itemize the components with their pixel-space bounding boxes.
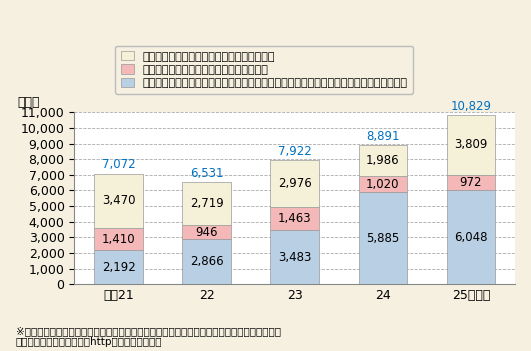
Text: 2,976: 2,976 [278,177,312,190]
Text: 8,891: 8,891 [366,130,399,143]
Text: 1,986: 1,986 [366,154,399,167]
Bar [358,145,407,176]
Legend: 契約者確認ができず利用停止となった回線数, 契約者確認時点に解約済みであった回線数, 契約者を確認できた回線数（レンタル携帯電話事業者が契約者確認に応じた場合も: 契約者確認ができず利用停止となった回線数, 契約者確認時点に解約済みであった回線… [115,46,414,94]
Text: 1,463: 1,463 [278,212,312,225]
Text: 972: 972 [459,176,482,188]
Bar [447,190,495,284]
Text: 7,922: 7,922 [278,145,312,158]
Text: 6,531: 6,531 [190,167,224,180]
Text: （件）: （件） [17,96,39,109]
Text: 946: 946 [195,226,218,239]
Text: 3,809: 3,809 [454,138,487,151]
Bar [183,239,231,284]
Text: 3,470: 3,470 [102,194,135,207]
Text: ※　警察署長からの要請を受け契約者確認を実施した結果について、携帯電話事業者から警察
　　庁に報告のあった回線http数を集計したもの: ※ 警察署長からの要請を受け契約者確認を実施した結果について、携帯電話事業者から… [16,326,281,347]
Text: 1,410: 1,410 [102,232,135,245]
Text: 3,483: 3,483 [278,251,311,264]
Bar [95,174,143,228]
Bar [447,115,495,174]
Bar [95,228,143,250]
Text: 10,829: 10,829 [450,100,491,113]
Bar [358,192,407,284]
Text: 1,020: 1,020 [366,178,399,191]
Bar [183,225,231,239]
Bar [270,160,319,207]
Text: 7,072: 7,072 [102,158,135,171]
Bar [447,174,495,190]
Bar [270,207,319,230]
Text: 5,885: 5,885 [366,232,399,245]
Text: 2,719: 2,719 [190,197,224,210]
Bar [95,250,143,284]
Bar [270,230,319,284]
Text: 2,192: 2,192 [102,261,135,274]
Text: 2,866: 2,866 [190,256,224,269]
Bar [183,182,231,225]
Text: 6,048: 6,048 [454,231,487,244]
Bar [358,176,407,192]
